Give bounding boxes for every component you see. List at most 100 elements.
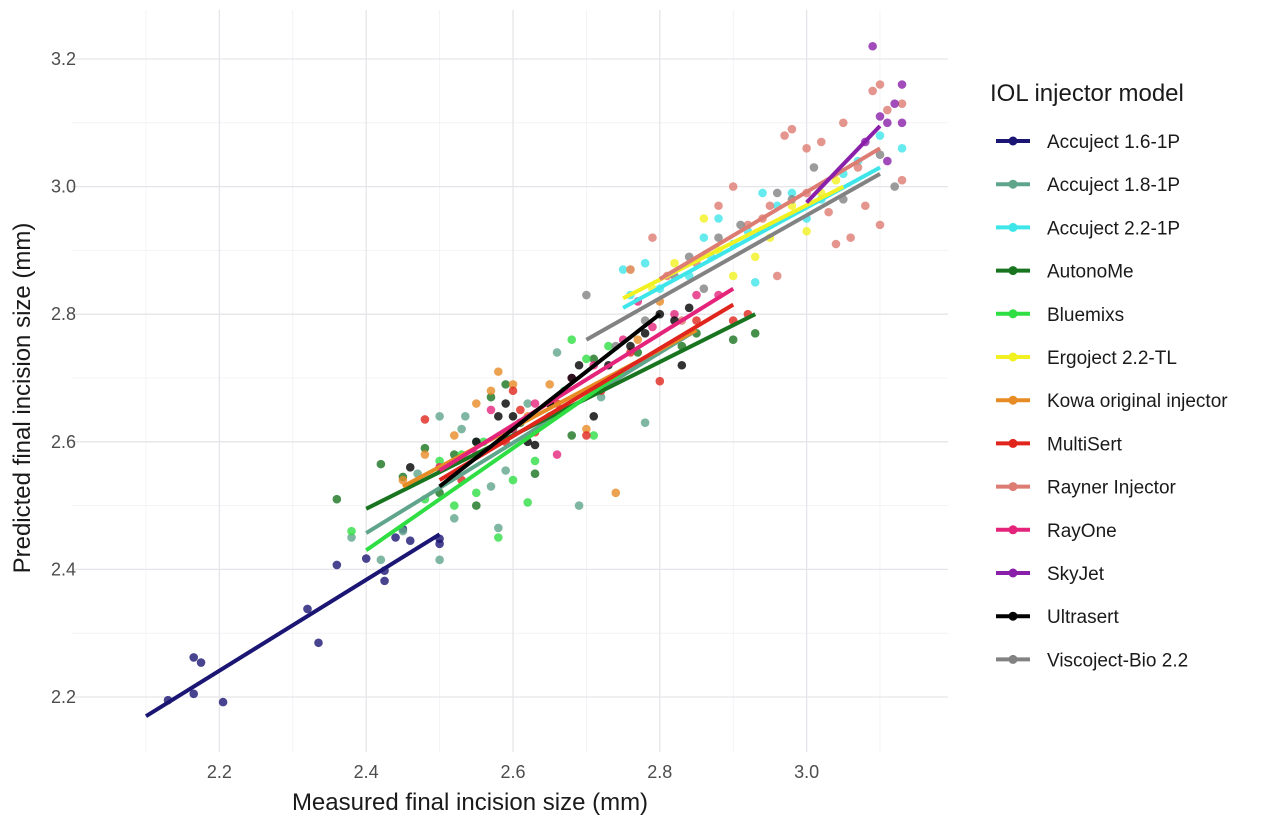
data-point [303, 604, 312, 614]
data-point [501, 399, 510, 408]
legend-key-dot [1008, 179, 1018, 189]
data-point [692, 316, 701, 325]
data-point [765, 201, 775, 211]
data-point [809, 163, 819, 172]
legend-item: MultiSert [996, 434, 1123, 455]
x-tick-label: 2.8 [647, 762, 672, 782]
data-point [684, 303, 694, 313]
legend-key-dot [1008, 136, 1018, 146]
data-point [347, 533, 356, 542]
legend-key-dot [1008, 395, 1018, 405]
legend-item: Viscoject-Bio 2.2 [996, 650, 1188, 671]
legend: IOL injector model Accuject 1.6-1PAccuje… [990, 80, 1228, 671]
legend-key-dot [1008, 611, 1018, 621]
data-point [626, 265, 635, 274]
data-point [699, 214, 709, 223]
data-point [196, 658, 206, 667]
data-point [626, 341, 635, 351]
legend-item: Accuject 2.2-1P [996, 218, 1180, 239]
data-point [839, 118, 848, 128]
data-point [655, 376, 665, 386]
data-point [314, 638, 323, 648]
data-point [508, 386, 518, 396]
x-tick-label: 2.4 [354, 762, 379, 782]
data-point [523, 399, 532, 408]
data-point [530, 456, 540, 466]
data-point [494, 523, 503, 533]
legend-label: Accuject 1.8-1P [1047, 175, 1180, 196]
data-point [582, 290, 591, 300]
data-point [758, 188, 767, 198]
data-point [449, 514, 459, 523]
y-axis-title: Predicted final incision size (mm) [9, 223, 36, 574]
data-point [780, 131, 789, 140]
legend-item: Accuject 1.8-1P [996, 175, 1180, 196]
data-point [802, 144, 811, 153]
data-point [398, 526, 408, 536]
legend-key-dot [1008, 438, 1018, 448]
data-point [530, 440, 540, 450]
legend-key-dot [1008, 352, 1018, 362]
data-point [494, 411, 503, 421]
data-point [640, 418, 650, 427]
legend-label: Bluemixs [1047, 305, 1124, 326]
legend-label: Ultrasert [1047, 607, 1120, 628]
regression-line [658, 146, 882, 281]
data-point [380, 576, 389, 586]
data-point [699, 284, 709, 293]
data-point [552, 348, 562, 357]
regression-line [438, 286, 735, 473]
data-point [883, 156, 892, 166]
legend-item: SkyJet [996, 564, 1105, 585]
y-tick-label: 3.0 [51, 177, 76, 197]
data-point [728, 182, 738, 191]
data-point [589, 431, 599, 440]
data-point [750, 329, 760, 338]
data-point [890, 182, 899, 191]
data-point [861, 201, 870, 211]
data-point [604, 341, 613, 351]
legend-key-dot [1008, 309, 1018, 319]
legend-item: RayOne [996, 521, 1117, 542]
data-point [589, 411, 599, 421]
data-point [787, 124, 797, 134]
data-point [347, 526, 356, 536]
data-point [501, 466, 510, 475]
legend-label: Accuject 1.6-1P [1047, 132, 1180, 153]
data-point [648, 322, 657, 332]
data-point [420, 443, 430, 453]
data-point [897, 80, 907, 89]
data-point [640, 329, 650, 338]
legend-item: Ergoject 2.2-TL [996, 348, 1177, 369]
data-point [574, 360, 584, 370]
regression-line [585, 172, 881, 342]
regression-line [438, 312, 662, 489]
regression-line [365, 369, 625, 552]
legend-key-dot [1008, 568, 1018, 578]
data-point [728, 335, 738, 345]
data-point [405, 463, 415, 472]
data-point [728, 271, 738, 281]
data-point [486, 405, 496, 415]
legend-item: Ultrasert [996, 607, 1120, 628]
data-point [816, 137, 826, 147]
data-point [567, 431, 577, 440]
data-point [391, 533, 400, 542]
regression-line [365, 328, 698, 535]
data-point [567, 335, 577, 345]
data-point [420, 450, 430, 459]
legend-key-dot [1008, 482, 1018, 492]
tick-labels: 2.2 2.4 2.6 2.8 3.0 2.2 2.4 2.6 2.8 3.0 3.2 [51, 49, 819, 782]
data-point [648, 233, 657, 242]
data-point [875, 131, 885, 140]
data-point [875, 220, 885, 230]
data-point [831, 239, 841, 249]
data-point [611, 488, 621, 498]
data-point [516, 405, 525, 415]
data-point [332, 560, 342, 570]
regression-line [365, 312, 757, 511]
data-point [582, 424, 591, 434]
x-axis-title: Measured final incision size (mm) [292, 789, 648, 816]
data-point [435, 411, 444, 421]
legend-label: Kowa original injector [1047, 391, 1228, 412]
